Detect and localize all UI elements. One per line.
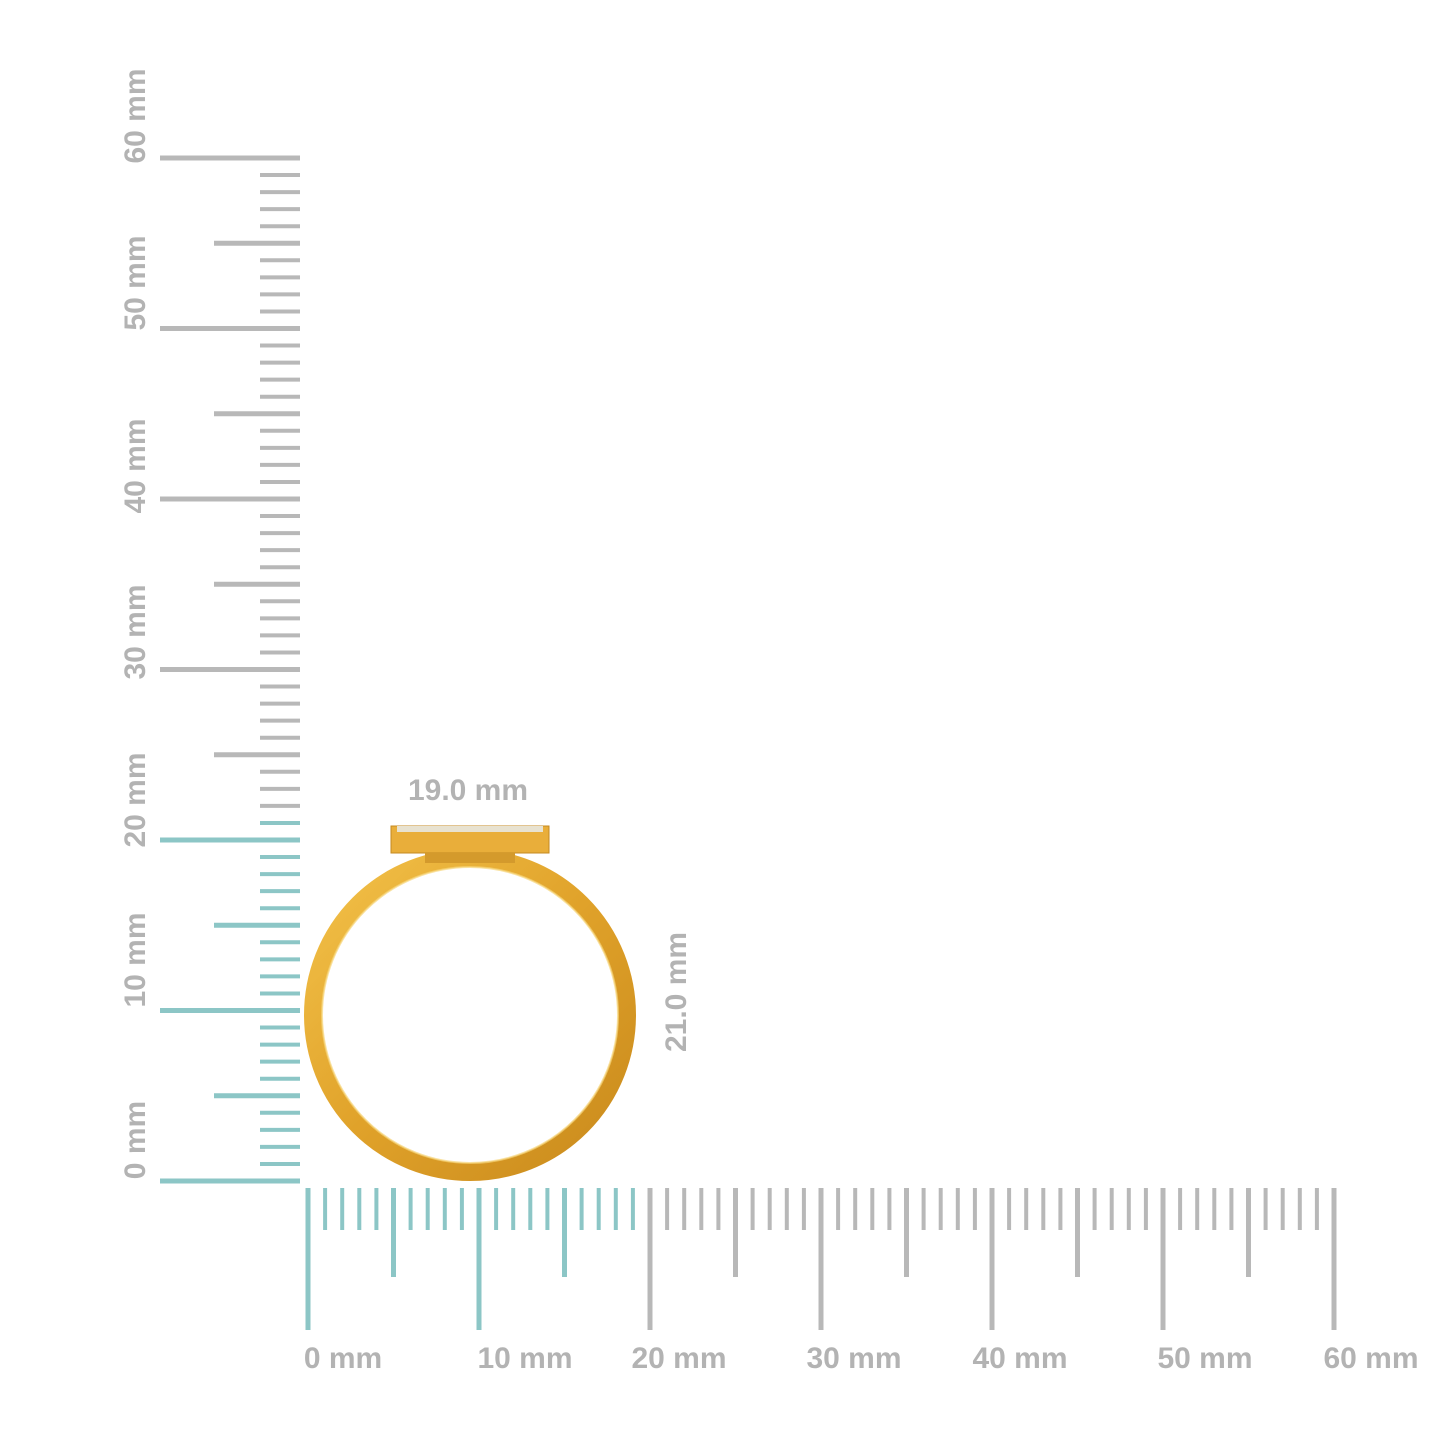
width-label: 19.0 mm <box>408 774 528 807</box>
y-ruler-label: 20 mm <box>119 752 152 847</box>
height-label: 21.0 mm <box>660 932 693 1052</box>
rulers <box>160 155 1337 1330</box>
x-ruler-label: 20 mm <box>631 1342 726 1375</box>
ring-band <box>304 849 636 1181</box>
x-ruler-label: 60 mm <box>1323 1342 1418 1375</box>
x-ruler-label: 10 mm <box>477 1342 572 1375</box>
ruler-labels: 0 mm 10 mm 20 mm 30 mm 40 mm 50 mm 60 mm 0 mm 10… <box>119 68 1419 1374</box>
x-ruler-label: 50 mm <box>1157 1342 1252 1375</box>
y-ruler-label: 50 mm <box>119 235 152 330</box>
ring <box>304 825 636 1181</box>
x-ruler-label: 0 mm <box>304 1342 382 1375</box>
y-ruler-label: 0 mm <box>119 1101 152 1179</box>
ring-stones <box>397 826 543 832</box>
ring-band-highlight <box>321 866 619 1164</box>
x-ruler-label: 40 mm <box>972 1342 1067 1375</box>
y-ruler-label: 10 mm <box>119 912 152 1007</box>
x-ruler-label: 30 mm <box>806 1342 901 1375</box>
ring-gallery <box>425 853 515 863</box>
y-ruler-label: 40 mm <box>119 418 152 513</box>
y-ruler-label: 30 mm <box>119 584 152 679</box>
y-ruler-label: 60 mm <box>119 68 152 163</box>
